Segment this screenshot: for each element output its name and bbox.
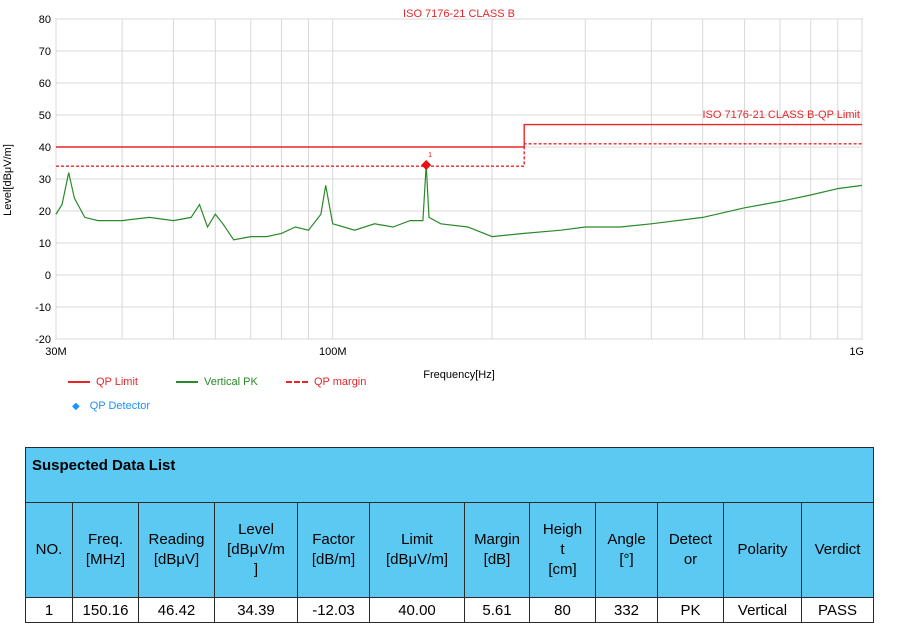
legend-qp-detector: ◆ QP Detector xyxy=(72,400,150,412)
x-tick-label: 100M xyxy=(319,346,347,358)
legend-label: QP margin xyxy=(314,376,367,388)
limit-annotation: ISO 7176-21 CLASS B-QP Limit xyxy=(702,109,860,121)
table-header-cell: Reading [dBμV] xyxy=(138,502,215,598)
x-axis: 30M 100M 1G xyxy=(45,346,864,358)
table-header-cell: Limit [dBμV/m] xyxy=(369,502,465,598)
vertical-pk-swatch xyxy=(176,381,198,383)
qp-margin-swatch xyxy=(286,381,308,383)
y-tick-label: -10 xyxy=(35,302,51,314)
legend-qp-margin: QP margin xyxy=(286,376,366,388)
vertical-pk-line xyxy=(55,164,863,241)
table-header-cell: Detect or xyxy=(657,502,724,598)
grid xyxy=(55,18,863,340)
table-header-cell: Polarity xyxy=(723,502,802,598)
table-header-cell: Heigh t [cm] xyxy=(529,502,596,598)
table-cell: 332 xyxy=(595,597,658,623)
x-tick-label: 30M xyxy=(45,346,66,358)
table-cell: Vertical xyxy=(723,597,802,623)
y-tick-label: 70 xyxy=(39,46,51,58)
table-header-row: NO. Freq. [MHz] Reading [dBμV] Level [dBμV/m] F… xyxy=(25,502,874,598)
table-cell: 40.00 xyxy=(369,597,465,623)
y-tick-label: 20 xyxy=(39,206,51,218)
y-tick-label: 40 xyxy=(39,142,51,154)
y-tick-label: 0 xyxy=(45,270,51,282)
emission-chart: 80 70 60 50 40 30 20 10 0 -10 -20 30M 100M 1G 1 ISO … xyxy=(2,8,864,381)
table-cell: 46.42 xyxy=(138,597,215,623)
table-title: Suspected Data List xyxy=(25,447,874,503)
table-cell: PK xyxy=(657,597,724,623)
series-group: 1 xyxy=(55,123,863,241)
legend-vertical-pk: Vertical PK xyxy=(176,376,258,388)
qp-detector-point xyxy=(421,159,432,170)
table-header-cell: Angle [°] xyxy=(595,502,658,598)
y-axis: 80 70 60 50 40 30 20 10 0 -10 -20 xyxy=(35,14,51,346)
suspected-data-table: Suspected Data List NO. Freq. [MHz] Reading… xyxy=(25,447,874,623)
y-tick-label: 50 xyxy=(39,110,51,122)
y-tick-label: 80 xyxy=(39,14,51,26)
y-tick-label: 30 xyxy=(39,174,51,186)
qp-detector-label: 1 xyxy=(428,152,432,159)
table-header-cell: Freq. [MHz] xyxy=(72,502,139,598)
y-tick-label: 10 xyxy=(39,238,51,250)
table-header-cell: Level [dBμV/m] xyxy=(214,502,298,598)
legend-qp-limit: QP Limit xyxy=(68,376,138,388)
table-header-cell: Verdict xyxy=(801,502,874,598)
legend-label: QP Limit xyxy=(96,376,138,388)
table-cell: 34.39 xyxy=(214,597,298,623)
legend-label: QP Detector xyxy=(89,400,151,412)
table-cell: 1 xyxy=(25,597,73,623)
table-row: 1 150.16 46.42 34.39 -12.03 40.00 5.61 80 332 PK V… xyxy=(25,597,874,623)
x-tick-label: 1G xyxy=(849,346,864,358)
qp-limit-swatch xyxy=(68,381,90,383)
y-axis-label: Level[dBμV/m] xyxy=(2,144,14,216)
diamond-icon: ◆ xyxy=(72,400,80,412)
table-cell: 150.16 xyxy=(72,597,139,623)
y-tick-label: 60 xyxy=(39,78,51,90)
table-cell: PASS xyxy=(801,597,874,623)
y-tick-label: -20 xyxy=(35,334,51,346)
table-header-cell: Margin [dB] xyxy=(464,502,530,598)
qp-limit-line xyxy=(56,123,862,148)
table-header-cell: Factor [dB/m] xyxy=(297,502,370,598)
chart-title: ISO 7176-21 CLASS B xyxy=(403,8,515,20)
table-cell: -12.03 xyxy=(297,597,370,623)
table-header-cell: NO. xyxy=(25,502,73,598)
table-cell: 80 xyxy=(529,597,596,623)
x-axis-label: Frequency[Hz] xyxy=(423,369,495,381)
table-cell: 5.61 xyxy=(464,597,530,623)
legend-label: Vertical PK xyxy=(204,376,258,388)
table-body: 1 150.16 46.42 34.39 -12.03 40.00 5.61 80 332 PK V… xyxy=(25,597,874,623)
